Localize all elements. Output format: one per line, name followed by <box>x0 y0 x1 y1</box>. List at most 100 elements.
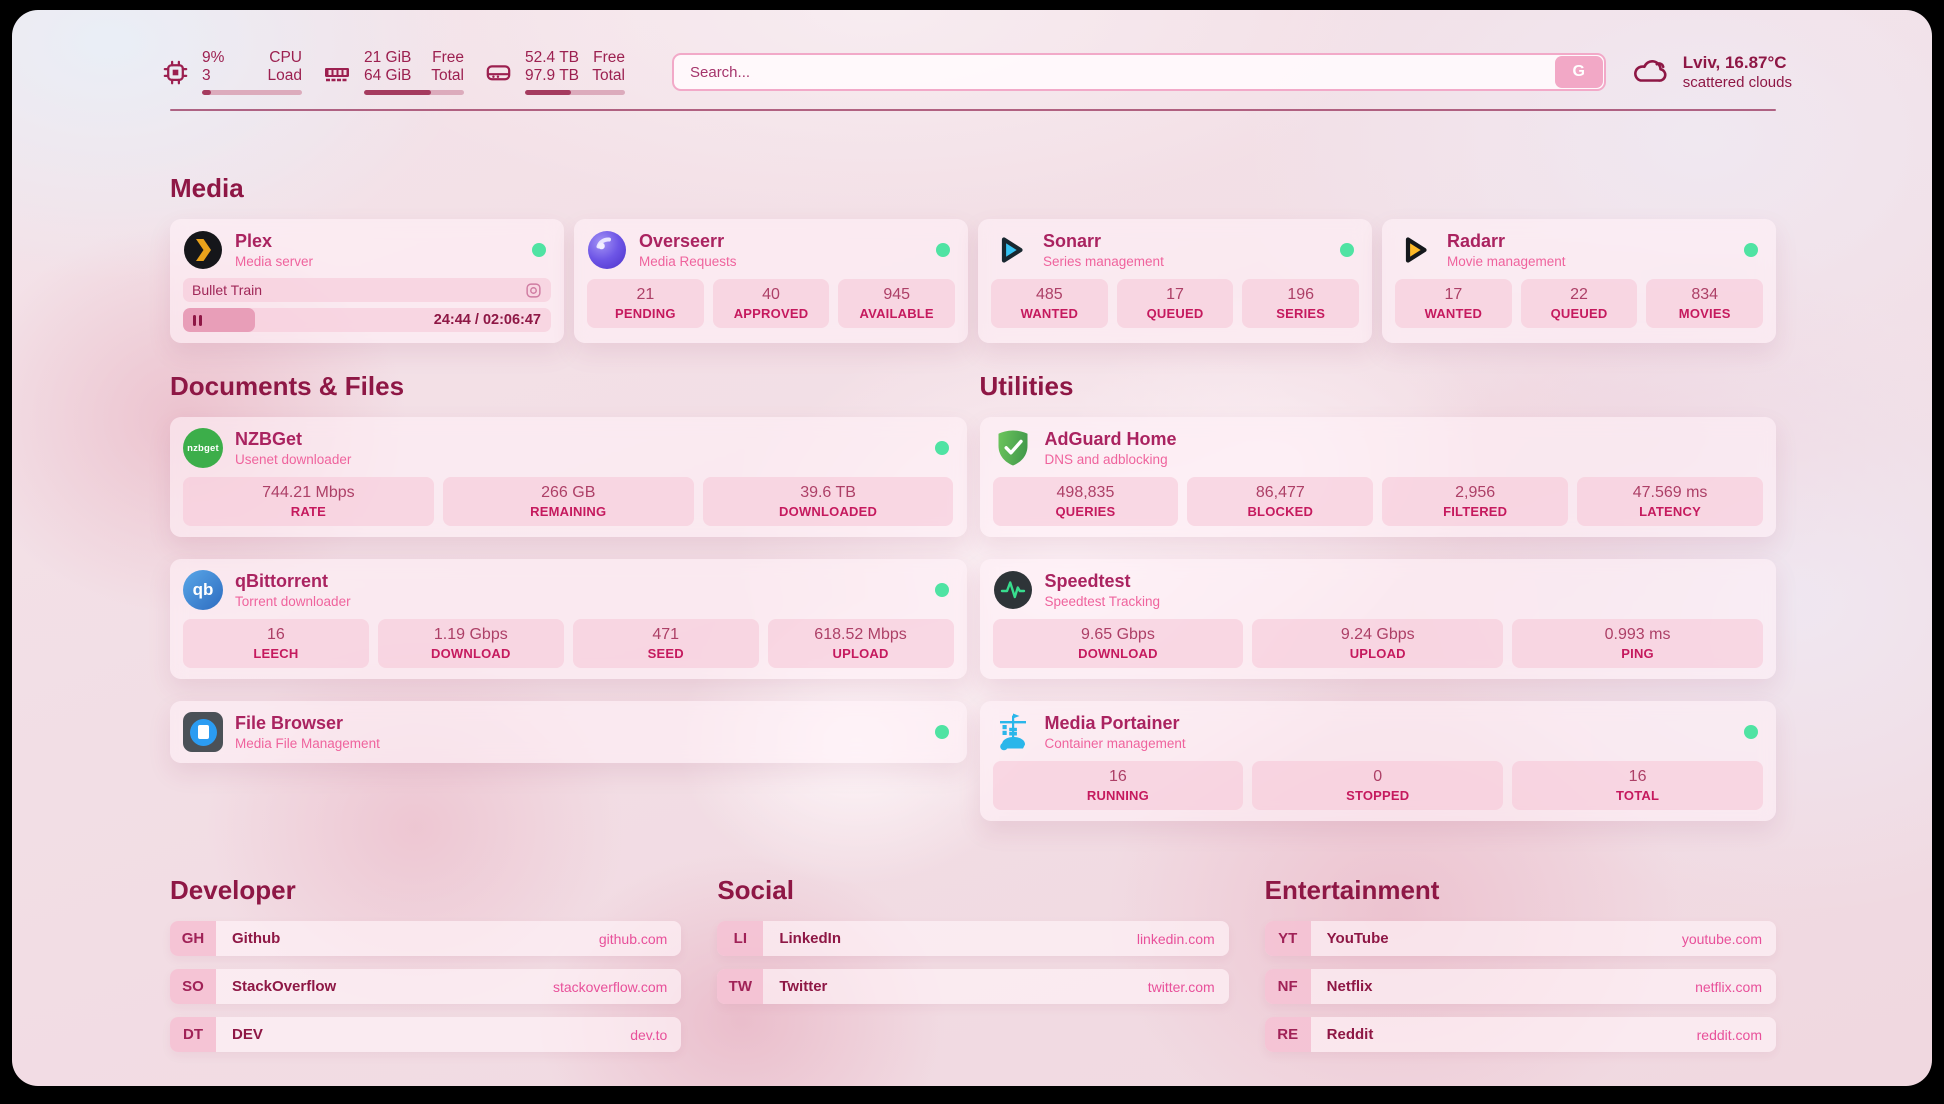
bookmark-name: YouTube <box>1326 930 1389 947</box>
google-search-button[interactable]: G <box>1554 56 1603 88</box>
pause-icon[interactable] <box>193 314 202 326</box>
social-section: Social LI LinkedIn linkedin.com TW Twitt… <box>717 875 1229 1052</box>
disk-usage-bar <box>525 90 625 95</box>
bookmark-url: twitter.com <box>1147 978 1215 995</box>
app-name: Speedtest <box>1044 570 1131 591</box>
cpu-usage-bar <box>202 90 302 95</box>
section-title-entertainment: Entertainment <box>1264 875 1440 905</box>
app-description: Movie management <box>1447 253 1566 269</box>
bookmark-url: stackoverflow.com <box>552 978 668 995</box>
app-name: Overseerr <box>639 230 725 251</box>
stat-seed: 471 SEED <box>572 619 759 668</box>
ram-free-value: 21 GiB <box>364 49 412 66</box>
app-name: qBittorrent <box>235 570 328 591</box>
section-title-utilities: Utilities <box>979 371 1074 401</box>
stat-stopped: 0 STOPPED <box>1252 761 1504 810</box>
bookmark-github[interactable]: GH Github github.com <box>170 921 682 956</box>
bookmark-badge: RE <box>1264 1017 1311 1052</box>
developer-section: Developer GH Github github.com SO StackO… <box>170 875 682 1052</box>
stat-wanted: 17 WANTED <box>1395 279 1512 328</box>
weather-condition: scattered clouds <box>1682 74 1792 91</box>
section-title-media: Media <box>170 173 244 203</box>
disk-free-value: 52.4 TB <box>525 49 580 66</box>
app-description: Container management <box>1044 735 1186 751</box>
app-description: DNS and adblocking <box>1044 451 1168 467</box>
bookmark-dev[interactable]: DT DEV dev.to <box>170 1017 682 1052</box>
adguard-icon <box>993 428 1033 468</box>
bookmark-badge: LI <box>717 921 764 956</box>
stat-available: 945 AVAILABLE <box>838 279 956 328</box>
app-name: Sonarr <box>1043 230 1102 251</box>
sonarr-card[interactable]: Sonarr Series management 485 WANTED 17 Q… <box>978 219 1372 343</box>
stat-filtered: 2,956 FILTERED <box>1382 477 1569 526</box>
filebrowser-icon <box>183 712 223 752</box>
radarr-card[interactable]: Radarr Movie management 17 WANTED 22 QUE… <box>1382 219 1776 343</box>
stat-queued: 22 QUEUED <box>1520 279 1638 328</box>
adguard-card[interactable]: AdGuard Home DNS and adblocking 498,835 … <box>979 417 1776 537</box>
top-bar: 9% CPU 3 Load 21 GiB Free <box>162 49 1792 95</box>
bookmark-name: LinkedIn <box>779 930 841 947</box>
camera-lens-icon <box>525 282 542 299</box>
bookmark-name: StackOverflow <box>232 978 337 995</box>
status-dot <box>1744 725 1758 739</box>
bookmark-twitter[interactable]: TW Twitter twitter.com <box>717 969 1229 1004</box>
overseerr-card[interactable]: Overseerr Media Requests 21 PENDING 40 A… <box>574 219 968 343</box>
status-dot <box>532 243 546 257</box>
cpu-load-label: Load <box>267 67 302 84</box>
ram-usage-bar <box>364 90 464 95</box>
bookmark-url: netflix.com <box>1695 978 1762 995</box>
stat-wanted: 485 WANTED <box>991 279 1108 328</box>
search-input[interactable] <box>672 53 1606 91</box>
portainer-card[interactable]: Media Portainer Container management 16 … <box>979 701 1776 821</box>
qbittorrent-icon: qb <box>183 570 223 610</box>
bookmark-stackoverflow[interactable]: SO StackOverflow stackoverflow.com <box>170 969 682 1004</box>
stat-download: 1.19 Gbps DOWNLOAD <box>377 619 564 668</box>
bookmark-url: linkedin.com <box>1136 930 1215 947</box>
speedtest-card[interactable]: Speedtest Speedtest Tracking 9.65 Gbps D… <box>979 559 1776 679</box>
disk-total-value: 97.9 TB <box>525 67 580 84</box>
bookmark-netflix[interactable]: NF Netflix netflix.com <box>1264 969 1776 1004</box>
ram-icon <box>325 67 349 81</box>
bookmark-linkedin[interactable]: LI LinkedIn linkedin.com <box>717 921 1229 956</box>
app-name: File Browser <box>235 712 344 733</box>
status-dot <box>1744 243 1758 257</box>
disk-total-label: Total <box>592 67 625 84</box>
status-dot <box>934 441 949 455</box>
bookmark-name: Reddit <box>1326 1026 1374 1043</box>
entertainment-section: Entertainment YT YouTube youtube.com NF … <box>1264 875 1776 1052</box>
bookmark-name: Netflix <box>1326 978 1373 995</box>
overseerr-icon <box>587 230 627 270</box>
stat-upload: 9.24 Gbps UPLOAD <box>1252 619 1504 668</box>
app-description: Series management <box>1043 253 1164 269</box>
stat-latency: 47.569 ms LATENCY <box>1577 477 1763 526</box>
bookmark-url: youtube.com <box>1681 930 1762 947</box>
bookmark-badge: GH <box>170 921 216 956</box>
app-name: Media Portainer <box>1044 712 1180 733</box>
now-playing-title: Bullet Train <box>192 282 263 298</box>
app-name: AdGuard Home <box>1044 428 1177 449</box>
qbittorrent-card[interactable]: qb qBittorrent Torrent downloader 16 LEE… <box>170 559 967 679</box>
documents-column: Documents & Files nzbget NZBGet Usenet d… <box>170 371 967 821</box>
filebrowser-card[interactable]: File Browser Media File Management <box>170 701 967 763</box>
sonarr-icon <box>991 230 1031 270</box>
ram-total-value: 64 GiB <box>364 67 412 84</box>
stat-queries: 498,835 QUERIES <box>992 477 1179 526</box>
plex-card[interactable]: Plex Media server Bullet Train <box>170 219 564 343</box>
stat-approved: 40 APPROVED <box>712 279 830 328</box>
status-dot <box>934 583 949 597</box>
disk-free-label: Free <box>593 49 625 66</box>
bookmark-url: github.com <box>598 930 668 947</box>
ram-free-label: Free <box>432 49 464 66</box>
speedtest-icon <box>993 570 1033 610</box>
search-bar: G <box>672 53 1606 91</box>
nzbget-card[interactable]: nzbget NZBGet Usenet downloader 744.21 M… <box>170 417 967 537</box>
portainer-icon <box>993 712 1033 752</box>
bookmark-reddit[interactable]: RE Reddit reddit.com <box>1264 1017 1776 1052</box>
bookmark-name: DEV <box>232 1026 263 1043</box>
ram-total-label: Total <box>431 67 464 84</box>
bookmark-url: reddit.com <box>1696 1026 1762 1043</box>
stat-remaining: 266 GB REMAINING <box>442 477 694 526</box>
section-title-documents: Documents & Files <box>170 371 405 401</box>
chip-icon <box>163 60 188 84</box>
bookmark-youtube[interactable]: YT YouTube youtube.com <box>1264 921 1776 956</box>
